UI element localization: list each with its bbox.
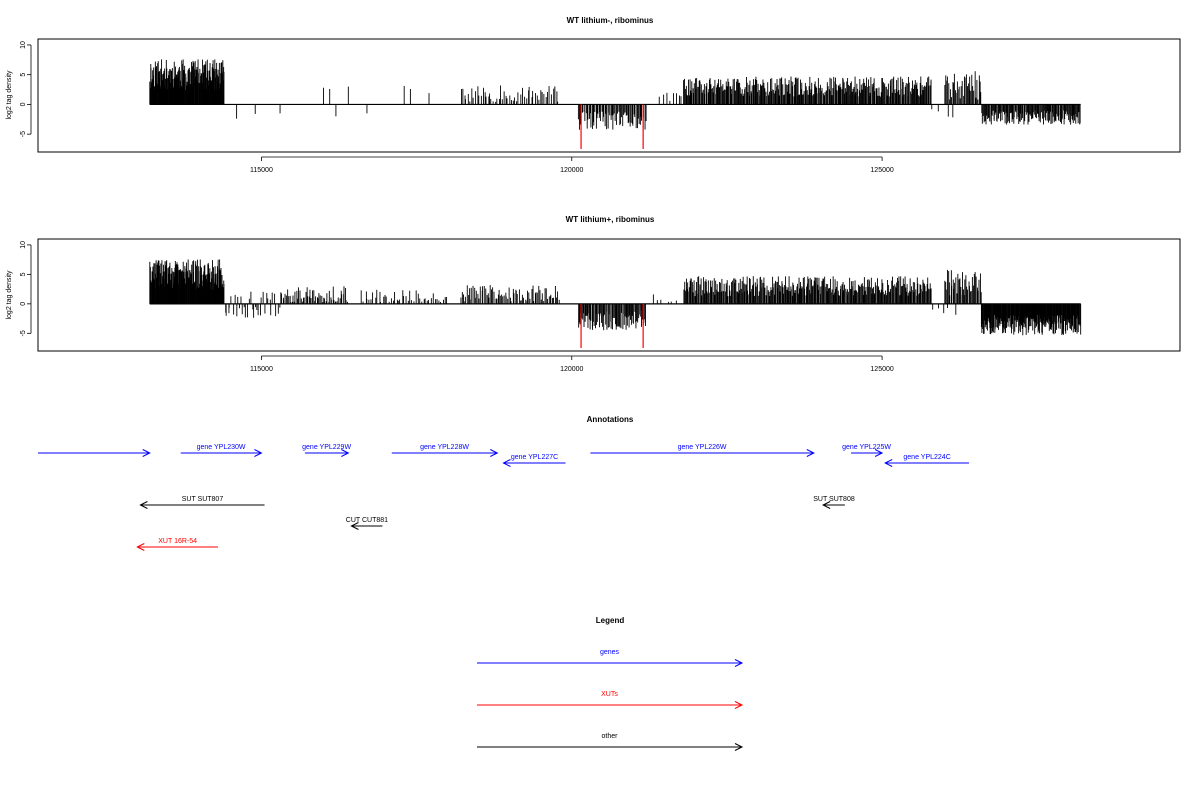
x-tick-label: 120000 — [560, 366, 583, 373]
feature-arrow: SUT SUT808 — [813, 496, 855, 509]
panel-title: WT lithium-, ribominus — [567, 16, 654, 25]
annotations-panel: Annotations gene YPL230W gene YPL229W gene… — [38, 415, 969, 551]
density-bars — [149, 59, 1081, 150]
feature-label: gene YPL227C — [511, 454, 558, 461]
feature-arrowhead — [136, 543, 145, 551]
annotations-title: Annotations — [587, 415, 634, 424]
feature-arrowhead — [822, 501, 831, 509]
y-tick-label: -5 — [20, 330, 27, 336]
feature-arrowhead — [350, 522, 359, 530]
feature-arrow: gene YPL229W — [302, 444, 351, 457]
legend-arrowhead — [734, 743, 744, 751]
feature-arrowhead — [254, 449, 263, 457]
feature-arrowhead — [490, 449, 499, 457]
y-tick-label: 5 — [20, 272, 27, 276]
feature-label: CUT CUT881 — [346, 517, 388, 524]
feature-arrow: gene YPL224C — [884, 454, 969, 467]
y-axis-label: log2 tag density — [6, 270, 13, 320]
legend-label: other — [602, 733, 619, 740]
y-tick-label: 0 — [20, 102, 27, 106]
feature-arrowhead — [341, 449, 350, 457]
density-bars — [149, 259, 1082, 349]
feature-label: XUT 16R-54 — [158, 538, 197, 545]
x-tick-label: 125000 — [870, 167, 893, 174]
track-panel-lithium-minus: WT lithium-, ribominus log2 tag density … — [6, 16, 1181, 174]
legend-item: other — [477, 733, 744, 751]
feature-arrow: gene YPL225W — [842, 444, 891, 457]
feature-arrowhead — [806, 449, 815, 457]
feature-arrowhead — [142, 449, 151, 457]
feature-arrowhead — [502, 459, 511, 467]
axes: -5 0 5 10 115000 120000 125000 — [20, 41, 894, 174]
feature-arrow: CUT CUT881 — [346, 517, 388, 530]
feature-label: SUT SUT807 — [182, 496, 224, 503]
feature-arrow: gene YPL230W — [180, 444, 263, 457]
legend-items: genes XUTs other — [477, 649, 744, 751]
y-axis-label: log2 tag density — [6, 70, 13, 120]
feature-label: gene YPL228W — [420, 444, 469, 451]
axes: -5 0 5 10 115000 120000 125000 — [20, 241, 894, 373]
x-tick-label: 115000 — [250, 167, 273, 174]
feature-label: gene YPL226W — [678, 444, 727, 451]
y-tick-label: 5 — [20, 73, 27, 77]
x-tick-label: 120000 — [560, 167, 583, 174]
legend-label: genes — [600, 649, 620, 656]
feature-arrow: XUT 16R-54 — [136, 538, 218, 551]
track-panel-lithium-plus: WT lithium+, ribominus log2 tag density … — [6, 215, 1181, 373]
legend-label: XUTs — [601, 691, 618, 698]
plot-frame — [37, 238, 1181, 352]
x-tick-label: 125000 — [870, 366, 893, 373]
feature-arrow: SUT SUT807 — [139, 496, 265, 509]
feature-label: gene YPL229W — [302, 444, 351, 451]
feature-label: gene YPL224C — [903, 454, 950, 461]
plot-frame — [37, 38, 1181, 153]
feature-label: gene YPL225W — [842, 444, 891, 451]
feature-arrowhead — [874, 449, 884, 457]
legend-title: Legend — [596, 616, 625, 625]
feature-arrow: gene YPL228W — [391, 444, 499, 457]
feature-label: gene YPL230W — [197, 444, 246, 451]
y-tick-label: 0 — [20, 302, 27, 306]
legend-arrowhead — [734, 701, 744, 709]
y-tick-label: 10 — [20, 241, 27, 249]
feature-arrow: gene YPL227C — [502, 454, 566, 467]
x-tick-label: 115000 — [250, 366, 273, 373]
panel-title: WT lithium+, ribominus — [566, 215, 655, 224]
legend-item: genes — [477, 649, 744, 667]
feature-arrowhead — [884, 459, 893, 467]
feature-arrowhead — [139, 501, 148, 509]
feature-arrow: gene YPL226W — [590, 444, 815, 457]
y-tick-label: -5 — [20, 131, 27, 137]
legend-item: XUTs — [477, 691, 744, 709]
feature-label: SUT SUT808 — [813, 496, 855, 503]
legend-panel: Legend genes XUTs other — [477, 616, 744, 751]
feature-arrows: gene YPL230W gene YPL229W gene YPL228W gene… — [38, 444, 969, 551]
legend-arrowhead — [734, 659, 744, 667]
feature-arrow — [38, 449, 151, 457]
y-tick-label: 10 — [20, 41, 27, 49]
